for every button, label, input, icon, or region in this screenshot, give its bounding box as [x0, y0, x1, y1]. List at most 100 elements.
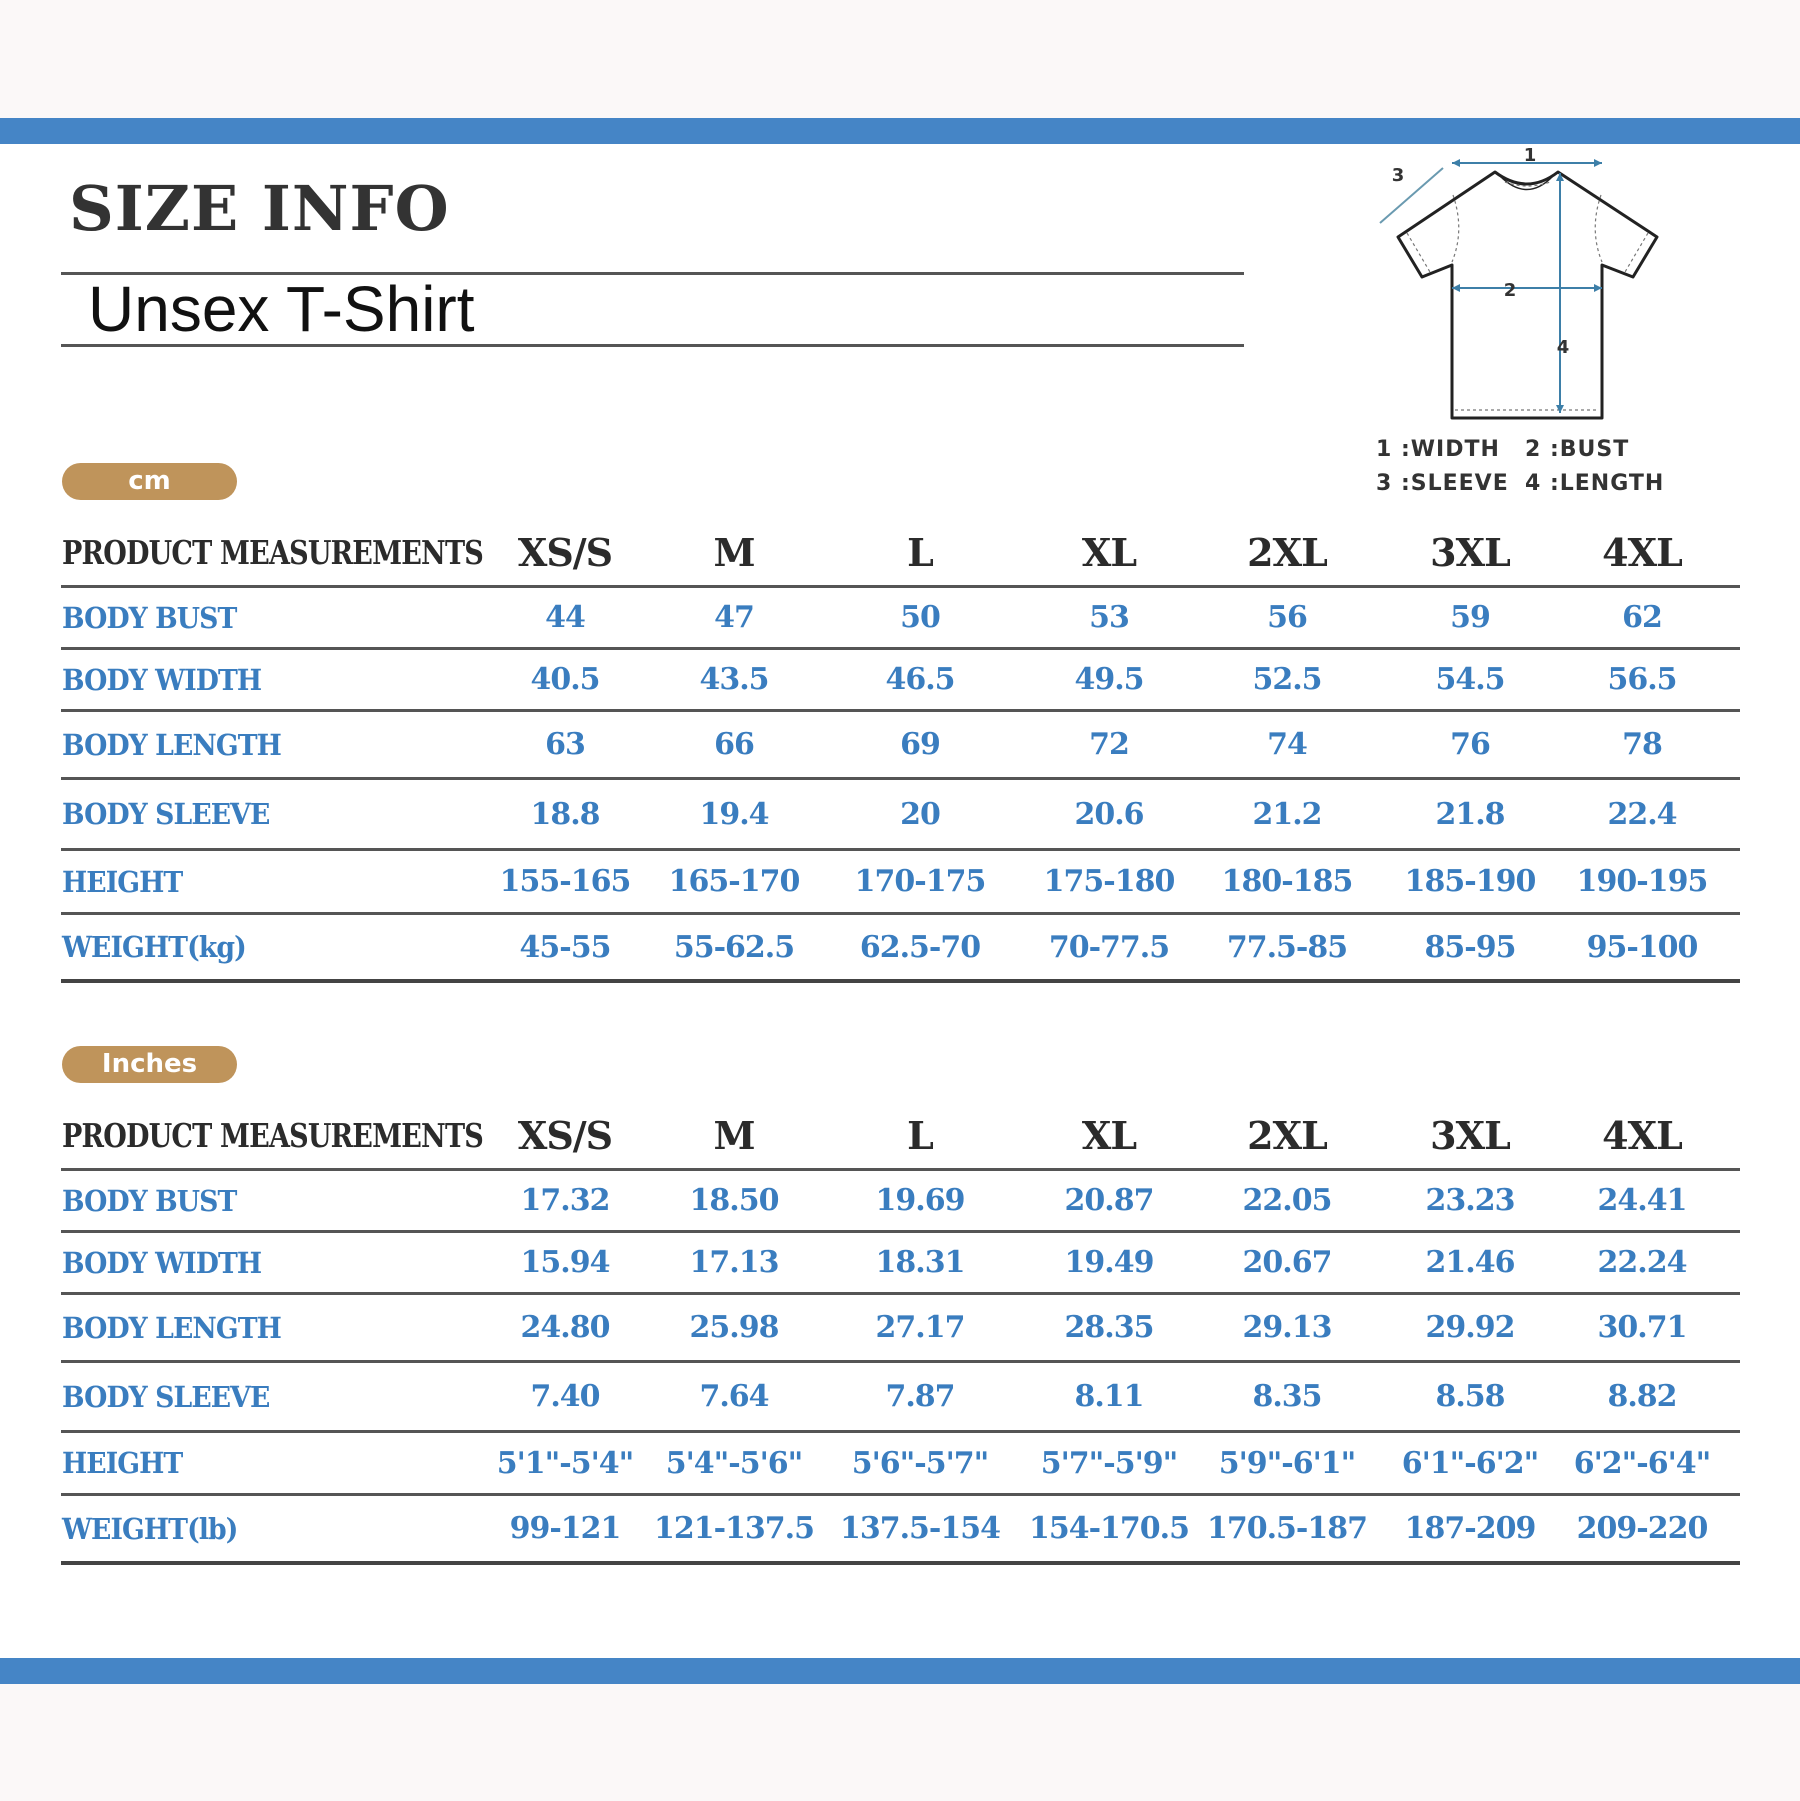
- table-cell: 7.40: [530, 1379, 600, 1414]
- table-cell: 5'6"-5'7": [851, 1445, 990, 1481]
- table-cell: 175-180: [1043, 864, 1176, 899]
- row-label: HEIGHT: [62, 864, 183, 899]
- table-cell: 20.6: [1074, 796, 1144, 832]
- table-cell: 77.5-85: [1226, 929, 1348, 965]
- table-cell: 23.23: [1425, 1183, 1516, 1218]
- table-cell: 18.50: [689, 1183, 780, 1218]
- table-header-row: PRODUCT MEASUREMENTS XS/S M L XL 2XL 3XL 4XL: [61, 520, 1740, 588]
- table-cell: 53: [1089, 600, 1130, 635]
- top-accent-bar: [0, 118, 1800, 144]
- table-cell: 76: [1450, 727, 1491, 762]
- table-cell: 62: [1622, 600, 1663, 635]
- row-label: BODY SLEEVE: [62, 797, 270, 831]
- table-cell: 19.4: [699, 796, 769, 832]
- table-row: WEIGHT(lb) 99-121 121-137.5 137.5-154 154-17…: [61, 1496, 1740, 1565]
- table-cell: 40.5: [530, 662, 600, 697]
- table-cell: 20.67: [1242, 1245, 1333, 1280]
- table-cell: 22.4: [1607, 796, 1677, 832]
- marker-4: 4: [1557, 337, 1570, 358]
- column-header-size: XS/S: [517, 530, 613, 575]
- table-cell: 8.35: [1252, 1379, 1322, 1414]
- column-header-size: M: [713, 530, 755, 575]
- row-label: BODY WIDTH: [62, 1245, 262, 1280]
- table-cell: 95-100: [1586, 929, 1699, 965]
- table-row: BODY BUST 17.32 18.50 19.69 20.87 22.05 23.23 2…: [61, 1171, 1740, 1233]
- table-cell: 20.87: [1064, 1183, 1155, 1218]
- table-cell: 17.32: [520, 1183, 611, 1218]
- table-cell: 155-165: [499, 864, 632, 899]
- table-cell: 63: [545, 727, 586, 762]
- table-cell: 5'4"-5'6": [665, 1445, 804, 1481]
- legend-sleeve: 3 :SLEEVE: [1376, 471, 1509, 496]
- table-cell: 170.5-187: [1206, 1511, 1368, 1546]
- table-cell: 52.5: [1252, 662, 1322, 697]
- table-row: BODY LENGTH 24.80 25.98 27.17 28.35 29.13 29.9…: [61, 1295, 1740, 1363]
- row-label: BODY WIDTH: [62, 662, 262, 697]
- product-name: Unsex T-Shirt: [88, 273, 475, 345]
- column-header-size: XL: [1081, 1113, 1137, 1158]
- column-header-size: L: [907, 1113, 934, 1158]
- table-cell: 5'9"-6'1": [1218, 1445, 1357, 1481]
- table-row: HEIGHT 155-165 165-170 170-175 175-180 180-18…: [61, 851, 1740, 915]
- column-header-size: 2XL: [1247, 1113, 1328, 1158]
- row-label: WEIGHT(lb): [62, 1511, 238, 1546]
- table-cell: 21.8: [1435, 796, 1505, 832]
- table-cell: 69: [900, 727, 941, 762]
- table-cell: 18.31: [875, 1245, 966, 1280]
- table-cell: 47: [714, 600, 755, 635]
- unit-badge-cm: cm: [62, 463, 237, 500]
- table-cell: 185-190: [1404, 864, 1537, 899]
- column-header-size: XS/S: [517, 1113, 613, 1158]
- table-cell: 22.05: [1242, 1183, 1333, 1218]
- column-header-size: 4XL: [1602, 1113, 1683, 1158]
- table-cell: 24.41: [1597, 1183, 1688, 1218]
- table-cell: 20: [900, 796, 941, 832]
- table-cell: 49.5: [1074, 662, 1144, 697]
- table-cell: 170-175: [854, 864, 987, 899]
- table-row: BODY WIDTH 15.94 17.13 18.31 19.49 20.67 21.46…: [61, 1233, 1740, 1295]
- column-header-size: M: [713, 1113, 755, 1158]
- table-cell: 19.49: [1064, 1245, 1155, 1280]
- table-cell: 44: [545, 600, 586, 635]
- table-row: WEIGHT(kg) 45-55 55-62.5 62.5-70 70-77.5 77.5…: [61, 915, 1740, 983]
- divider: [61, 272, 1244, 275]
- table-cell: 8.58: [1435, 1379, 1505, 1414]
- size-table-inches: PRODUCT MEASUREMENTS XS/S M L XL 2XL 3XL 4XL BOD…: [61, 1103, 1740, 1565]
- table-cell: 165-170: [668, 864, 801, 899]
- table-row: BODY SLEEVE 18.8 19.4 20 20.6 21.2 21.8 22.4: [61, 780, 1740, 851]
- table-cell: 6'1"-6'2": [1401, 1445, 1540, 1481]
- table-cell: 56: [1267, 600, 1308, 635]
- table-cell: 154-170.5: [1028, 1511, 1190, 1546]
- table-row: BODY WIDTH 40.5 43.5 46.5 49.5 52.5 54.5 56.5: [61, 650, 1740, 712]
- table-row: BODY LENGTH 63 66 69 72 74 76 78: [61, 712, 1740, 780]
- divider: [61, 344, 1244, 347]
- unit-badge-inches: Inches: [62, 1046, 237, 1083]
- table-cell: 59: [1450, 600, 1491, 635]
- table-cell: 29.13: [1242, 1310, 1333, 1345]
- table-cell: 50: [900, 600, 941, 635]
- table-header-row: PRODUCT MEASUREMENTS XS/S M L XL 2XL 3XL 4XL: [61, 1103, 1740, 1171]
- table-cell: 30.71: [1597, 1310, 1688, 1345]
- table-cell: 24.80: [520, 1310, 611, 1345]
- table-cell: 62.5-70: [859, 929, 981, 965]
- column-header-size: 3XL: [1430, 530, 1511, 575]
- table-cell: 19.69: [875, 1183, 966, 1218]
- table-cell: 85-95: [1424, 929, 1517, 965]
- table-cell: 7.87: [885, 1379, 955, 1414]
- legend-length: 4 :LENGTH: [1525, 471, 1665, 496]
- column-header-size: 3XL: [1430, 1113, 1511, 1158]
- page-background: [0, 144, 1800, 1658]
- table-cell: 99-121: [509, 1511, 622, 1546]
- column-header-size: 2XL: [1247, 530, 1328, 575]
- table-cell: 8.82: [1607, 1379, 1677, 1414]
- page-title: SIZE INFO: [69, 172, 450, 245]
- row-label: BODY BUST: [62, 1183, 237, 1218]
- table-cell: 5'7"-5'9": [1040, 1445, 1179, 1481]
- legend-bust: 2 :BUST: [1525, 437, 1630, 462]
- table-cell: 25.98: [689, 1310, 780, 1345]
- table-cell: 66: [714, 727, 755, 762]
- marker-3: 3: [1392, 165, 1405, 186]
- table-cell: 74: [1267, 727, 1308, 762]
- column-header-measurement: PRODUCT MEASUREMENTS: [62, 1116, 484, 1155]
- table-cell: 5'1"-5'4": [496, 1445, 635, 1481]
